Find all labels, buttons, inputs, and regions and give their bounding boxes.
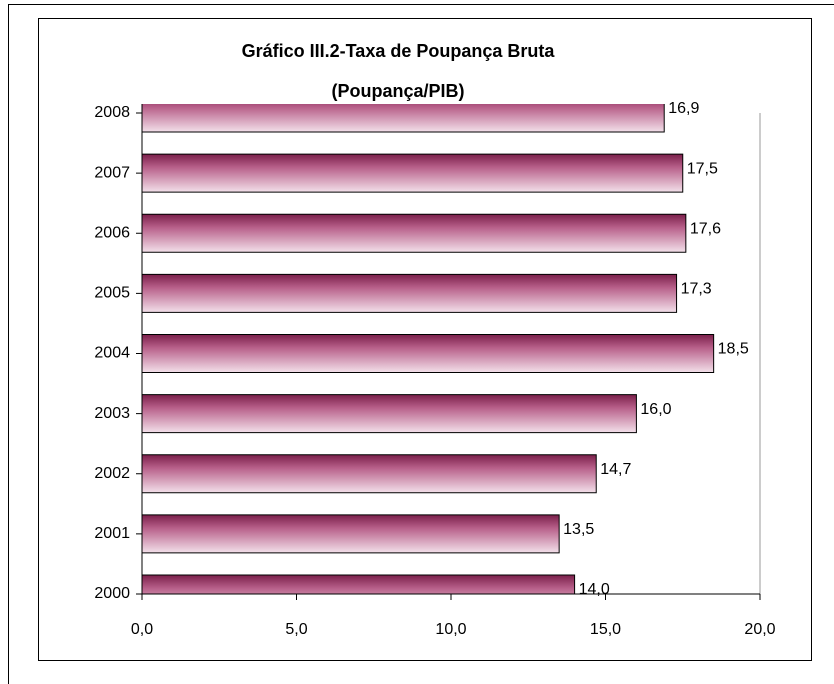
y-tick-label: 2003 <box>94 405 130 422</box>
bar <box>142 334 715 373</box>
bar <box>142 273 678 313</box>
y-tick-label: 2007 <box>94 164 130 181</box>
y-tick-label: 2006 <box>94 224 130 241</box>
bars <box>142 104 715 594</box>
y-tick-label: 2002 <box>94 465 130 482</box>
data-label: 17,6 <box>690 220 721 237</box>
x-tick-label: 5,0 <box>285 621 307 638</box>
bar <box>142 454 597 494</box>
y-tick-label: 2005 <box>94 285 130 302</box>
data-label: 17,3 <box>681 281 712 298</box>
y-tick-label: 2001 <box>94 525 130 542</box>
data-label: 14,7 <box>600 461 631 478</box>
y-tick-label: 2000 <box>94 585 130 602</box>
bar <box>142 574 576 594</box>
x-tick-label: 0,0 <box>131 621 153 638</box>
x-tick-label: 20,0 <box>744 621 775 638</box>
outer-frame <box>8 4 834 684</box>
x-tick-label: 10,0 <box>435 621 466 638</box>
data-label: 17,5 <box>687 160 718 177</box>
bar <box>142 213 687 253</box>
data-label: 18,5 <box>718 341 749 358</box>
bar <box>142 104 665 133</box>
y-tick-label: 2004 <box>94 345 130 362</box>
data-label: 16,0 <box>640 401 671 418</box>
bar <box>142 514 560 554</box>
y-tick-label: 2008 <box>94 104 130 121</box>
data-label: 13,5 <box>563 521 594 538</box>
chart-subtitle: (Poupança/PIB) <box>331 81 464 101</box>
x-tick-label: 15,0 <box>590 621 621 638</box>
bar <box>142 153 684 193</box>
data-label: 16,9 <box>668 100 699 117</box>
chart-title: Gráfico III.2-Taxa de Poupança Bruta <box>242 41 556 61</box>
chart-frame <box>38 18 812 661</box>
bar <box>142 394 637 434</box>
